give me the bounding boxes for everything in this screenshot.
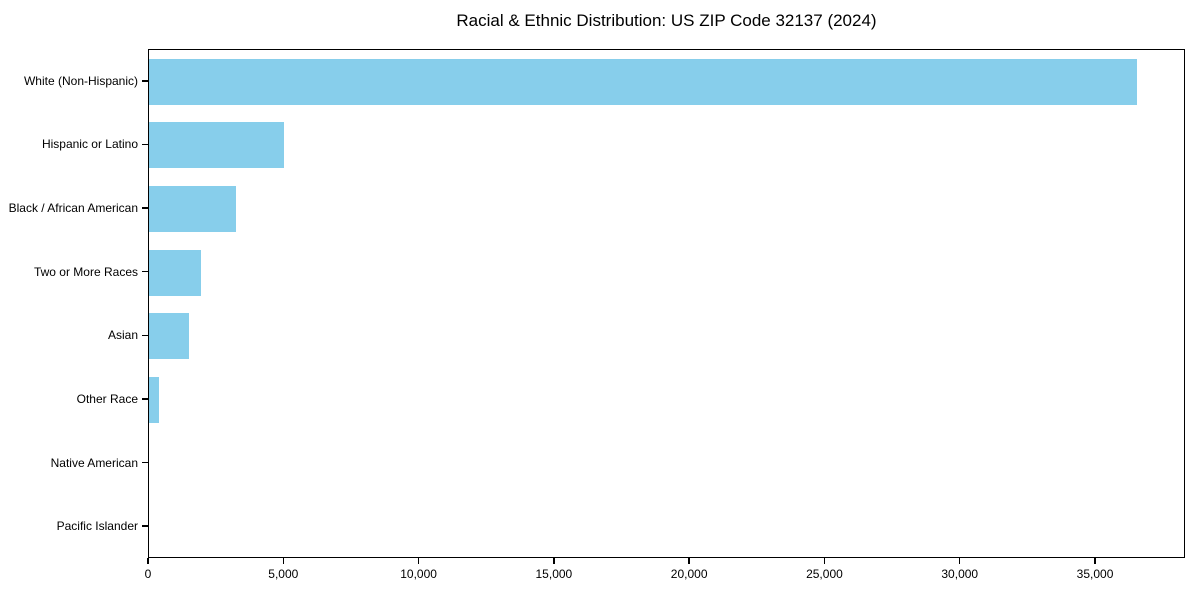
x-axis-tick-mark <box>823 558 826 564</box>
y-axis-label: Pacific Islander <box>56 519 138 534</box>
x-axis-tick-mark <box>688 558 690 564</box>
x-axis-tick-label: 10,000 <box>400 567 437 581</box>
x-axis-tick-label: 25,000 <box>806 567 843 581</box>
bar <box>149 122 284 169</box>
y-axis-tick-mark <box>142 334 148 337</box>
chart-title: Racial & Ethnic Distribution: US ZIP Cod… <box>456 11 877 30</box>
y-axis-label: Black / African American <box>8 201 138 216</box>
plot-area <box>148 49 1185 558</box>
y-axis-label: Hispanic or Latino <box>41 137 138 152</box>
bar <box>149 58 1137 105</box>
y-axis-tick-mark <box>142 525 148 527</box>
x-axis-tick-mark <box>147 558 149 564</box>
y-axis-tick-mark <box>142 461 148 464</box>
x-axis-tick-label: 20,000 <box>670 567 708 581</box>
y-axis-label: Native American <box>50 455 138 470</box>
y-axis-label: Two or More Races <box>33 264 138 279</box>
y-axis-tick-mark <box>142 143 148 146</box>
y-axis-tick-mark <box>142 80 148 82</box>
y-axis-label: Asian <box>107 328 138 343</box>
x-axis-tick-label: 0 <box>144 567 152 581</box>
x-axis-tick-label: 15,000 <box>535 567 573 581</box>
bar <box>149 249 201 296</box>
y-axis-tick-mark <box>142 270 148 273</box>
y-axis-tick-mark <box>142 398 148 400</box>
bar <box>149 376 160 423</box>
y-axis-tick-mark <box>142 207 148 209</box>
x-axis-tick-label: 35,000 <box>1076 567 1114 581</box>
x-axis-tick-label: 30,000 <box>941 567 979 581</box>
x-axis-tick-mark <box>553 558 555 564</box>
bar <box>149 313 189 360</box>
y-axis-label: Other Race <box>76 391 138 406</box>
y-axis-label: White (Non-Hispanic) <box>23 73 138 88</box>
x-axis-tick-label: 5,000 <box>268 567 299 581</box>
x-axis-tick-mark <box>417 558 420 564</box>
x-axis-tick-mark <box>1094 558 1096 564</box>
bar <box>149 186 236 233</box>
x-axis-tick-mark <box>958 558 961 564</box>
x-axis-tick-mark <box>282 558 285 564</box>
